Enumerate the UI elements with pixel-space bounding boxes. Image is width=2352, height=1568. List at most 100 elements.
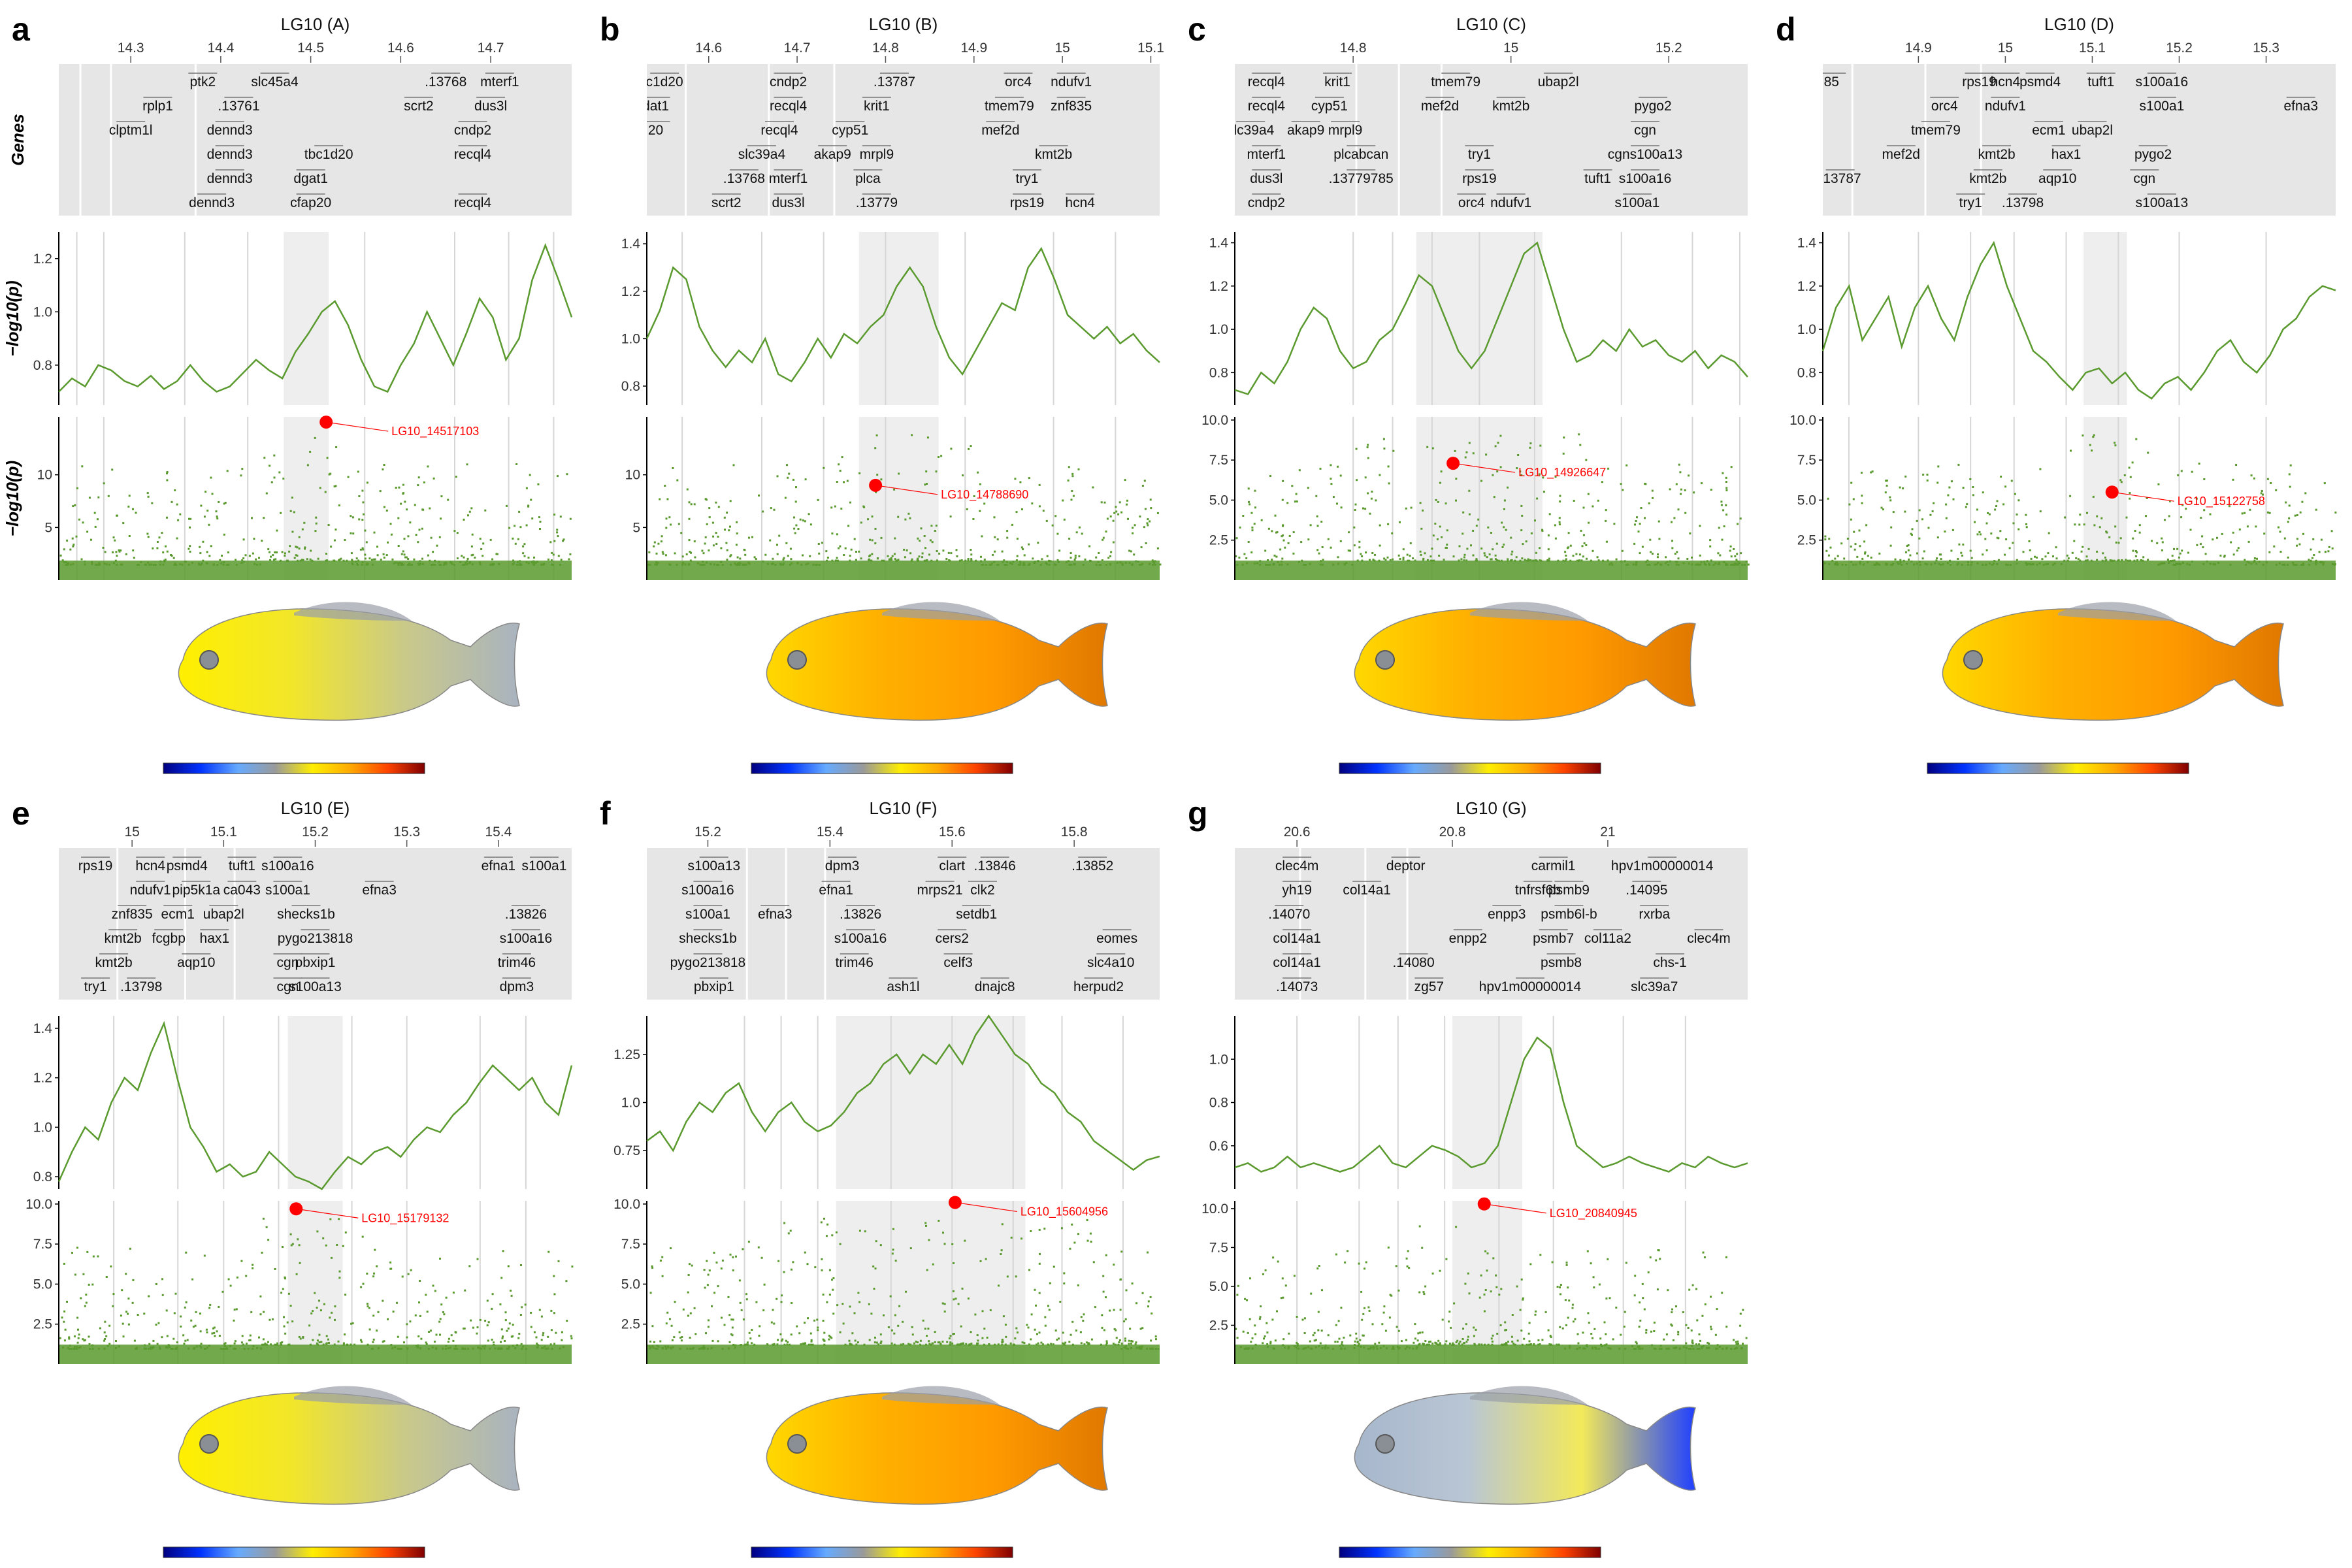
lead-snp-point	[1477, 1197, 1491, 1211]
snp-point	[175, 564, 178, 566]
snp-point	[1591, 1347, 1593, 1349]
snp-point	[1053, 1266, 1055, 1268]
highlight-region	[287, 1016, 343, 1189]
snp-point	[269, 559, 272, 561]
snp-point	[223, 561, 225, 564]
snp-point	[1282, 1344, 1284, 1347]
snp-point	[88, 1335, 90, 1338]
snp-point	[1946, 562, 1949, 564]
snp-point	[1496, 1332, 1499, 1335]
snp-point	[1246, 1299, 1248, 1301]
snp-point	[1487, 1343, 1490, 1346]
snp-point	[1674, 561, 1677, 563]
snp-point	[229, 1284, 232, 1287]
snp-point	[1367, 444, 1369, 446]
snp-point	[970, 549, 972, 551]
snp-point	[1549, 1335, 1552, 1337]
snp-point	[372, 558, 375, 561]
snp-point	[355, 557, 358, 560]
snp-point	[243, 1348, 246, 1350]
snp-point	[681, 555, 684, 558]
snp-point	[476, 1326, 479, 1329]
snp-point	[1510, 559, 1512, 562]
snp-point	[1853, 531, 1855, 533]
snp-point	[2142, 556, 2145, 559]
panel-letter: g	[1188, 795, 1208, 832]
snp-point	[1945, 503, 1948, 506]
snp-point	[983, 502, 986, 505]
snp-point	[397, 1335, 399, 1338]
snp-point	[301, 528, 304, 531]
snp-point	[350, 515, 352, 517]
snp-point	[661, 1256, 664, 1258]
snp-point	[309, 451, 312, 453]
snp-point	[325, 1244, 327, 1247]
snp-point	[1431, 559, 1433, 562]
snp-point	[1041, 1343, 1044, 1346]
snp-point	[732, 464, 735, 466]
snp-point	[1576, 559, 1578, 562]
snp-point	[1422, 509, 1424, 512]
snp-point	[1653, 1347, 1656, 1350]
snp-point	[1652, 497, 1654, 499]
snp-point	[1658, 538, 1661, 540]
snp-point	[447, 1341, 449, 1343]
snp-point	[315, 516, 318, 519]
snp-point	[434, 564, 436, 566]
snp-point	[2163, 519, 2166, 521]
snp-point	[1397, 1289, 1400, 1292]
snp-point	[387, 1318, 389, 1320]
snp-point	[707, 1273, 710, 1276]
snp-point	[1421, 1247, 1424, 1249]
panel-letter: a	[12, 11, 31, 48]
snp-point	[542, 563, 545, 566]
snp-point	[1128, 562, 1131, 564]
snp-point	[1336, 502, 1338, 505]
snp-point	[820, 1221, 823, 1224]
snp-point	[1472, 452, 1475, 455]
snp-point	[1151, 1347, 1153, 1350]
snp-point	[1370, 497, 1373, 500]
fish-body	[766, 1392, 1108, 1505]
snp-point	[127, 1298, 130, 1300]
snp-point	[732, 1343, 735, 1346]
snp-point	[1916, 519, 1918, 522]
snp-point	[1303, 1332, 1306, 1334]
snp-point	[807, 563, 809, 565]
snp-point	[1907, 549, 1910, 551]
snp-point	[1301, 1318, 1304, 1321]
snp-point	[1595, 1347, 1597, 1350]
gene-label: kmt2b	[95, 955, 133, 970]
snp-point	[366, 482, 368, 484]
fish-eye	[1375, 650, 1395, 670]
snp-point	[1397, 554, 1400, 557]
snp-point	[494, 1347, 497, 1350]
snp-point	[849, 559, 851, 562]
snp-point	[1132, 1340, 1134, 1343]
snp-point	[1034, 1328, 1036, 1331]
y-tick-label: 7.5	[621, 1237, 640, 1252]
snp-point	[1444, 1343, 1446, 1346]
snp-point	[1062, 1331, 1064, 1334]
snp-point	[1266, 1343, 1269, 1345]
snp-point	[2223, 555, 2226, 557]
snp-point	[1723, 561, 1725, 563]
snp-point	[1577, 1342, 1580, 1345]
snp-point	[904, 556, 906, 559]
snp-point	[1962, 544, 1965, 546]
gene-label: try1	[1015, 171, 1038, 186]
gene-track	[59, 64, 572, 216]
gene-label: cgns100a13	[1608, 147, 1682, 162]
snp-point	[1419, 550, 1422, 553]
snp-point	[107, 495, 110, 497]
snp-point	[713, 563, 715, 566]
snp-point	[236, 1276, 238, 1279]
snp-point	[1254, 1333, 1257, 1335]
snp-point	[2246, 525, 2249, 528]
snp-point	[1371, 552, 1374, 554]
snp-point	[1660, 1348, 1663, 1350]
snp-point	[338, 1270, 341, 1273]
snp-point	[2114, 444, 2117, 447]
snp-point	[283, 1316, 285, 1318]
snp-point	[2166, 559, 2169, 561]
